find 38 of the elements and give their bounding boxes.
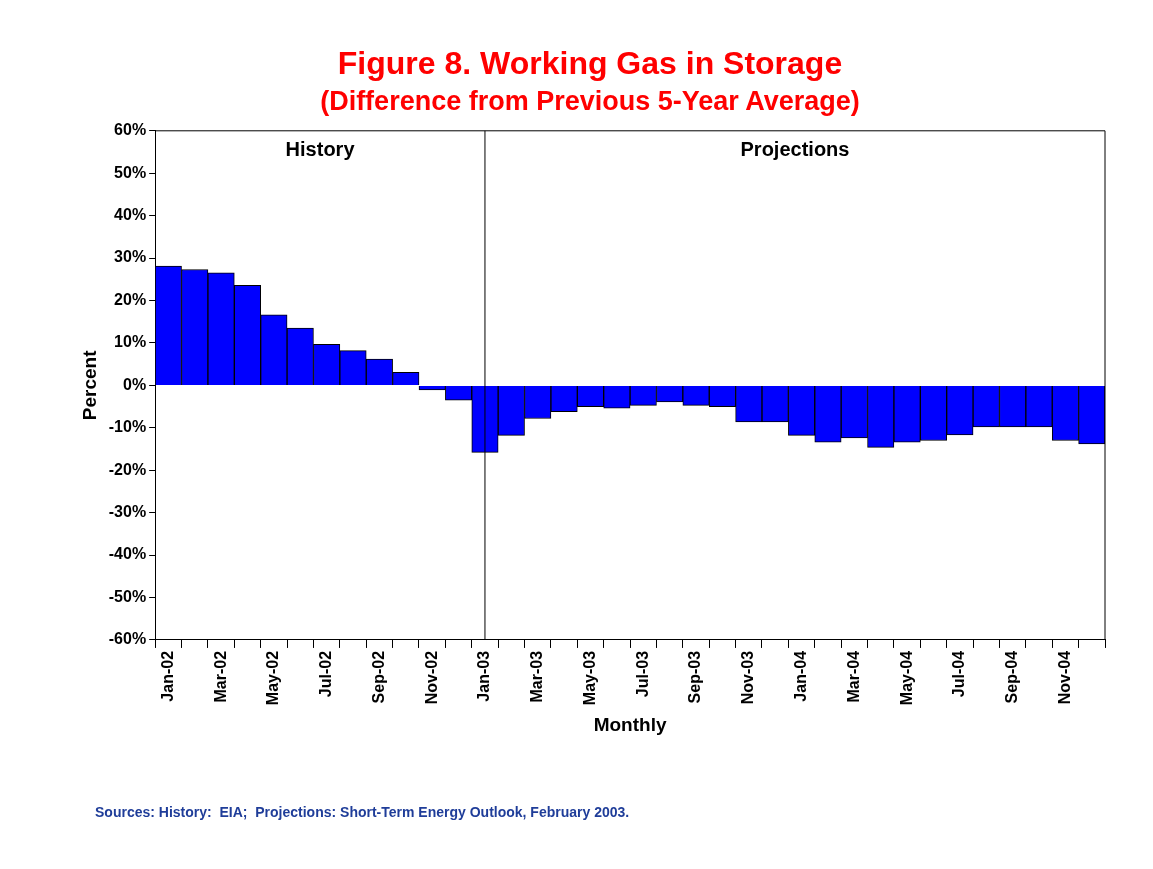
y-tick-label: -10% — [108, 418, 147, 436]
x-tick-label: Nov-03 — [739, 650, 757, 705]
y-tick-label: 40% — [114, 206, 147, 224]
x-tick-label: Mar-03 — [528, 650, 546, 703]
chart-title: Figure 8. Working Gas in Storage — [337, 45, 843, 82]
x-axis-title: Monthly — [593, 713, 667, 735]
y-axis-title: Percent — [78, 349, 100, 421]
y-tick-label: -40% — [108, 545, 147, 563]
chart-subtitle: (Difference from Previous 5-Year Average) — [320, 86, 860, 117]
x-tick-label: May-02 — [264, 650, 282, 706]
x-tick-label: Jan-03 — [475, 650, 493, 702]
x-tick-label: May-04 — [897, 650, 915, 706]
x-tick-label: Jul-02 — [317, 650, 335, 698]
x-tick-label: Mar-02 — [211, 650, 229, 703]
source-note: Sources: History: EIA; Projections: Short-Term Energy Outlook, February 2003. — [95, 803, 630, 820]
x-tick-label: Mar-04 — [844, 650, 862, 703]
x-tick-label: Jan-02 — [158, 650, 176, 702]
y-tick-label: -20% — [108, 460, 147, 478]
y-tick-label: -60% — [108, 630, 147, 648]
y-tick-label: 30% — [114, 248, 147, 266]
x-tick-label: Jan-04 — [791, 650, 809, 702]
annotation: Projections — [740, 138, 850, 161]
annotation: History — [285, 138, 356, 161]
y-tick-label: -50% — [108, 587, 147, 605]
x-tick-label: Nov-04 — [1055, 650, 1073, 705]
y-tick-label: 20% — [114, 290, 147, 308]
x-tick-label: Nov-02 — [422, 650, 440, 705]
y-tick-label: -30% — [108, 503, 147, 521]
x-tick-label: Sep-04 — [1003, 650, 1021, 704]
x-tick-label: Sep-02 — [369, 650, 387, 704]
x-tick-label: Sep-03 — [686, 650, 704, 704]
y-tick-label: 60% — [114, 121, 147, 139]
y-tick-label: 50% — [114, 163, 147, 181]
y-tick-label: 10% — [114, 333, 147, 351]
y-tick-label: 0% — [123, 375, 147, 393]
x-tick-label: Jul-03 — [633, 650, 651, 698]
x-tick-label: Jul-04 — [950, 650, 968, 698]
x-tick-label: May-03 — [580, 650, 598, 706]
